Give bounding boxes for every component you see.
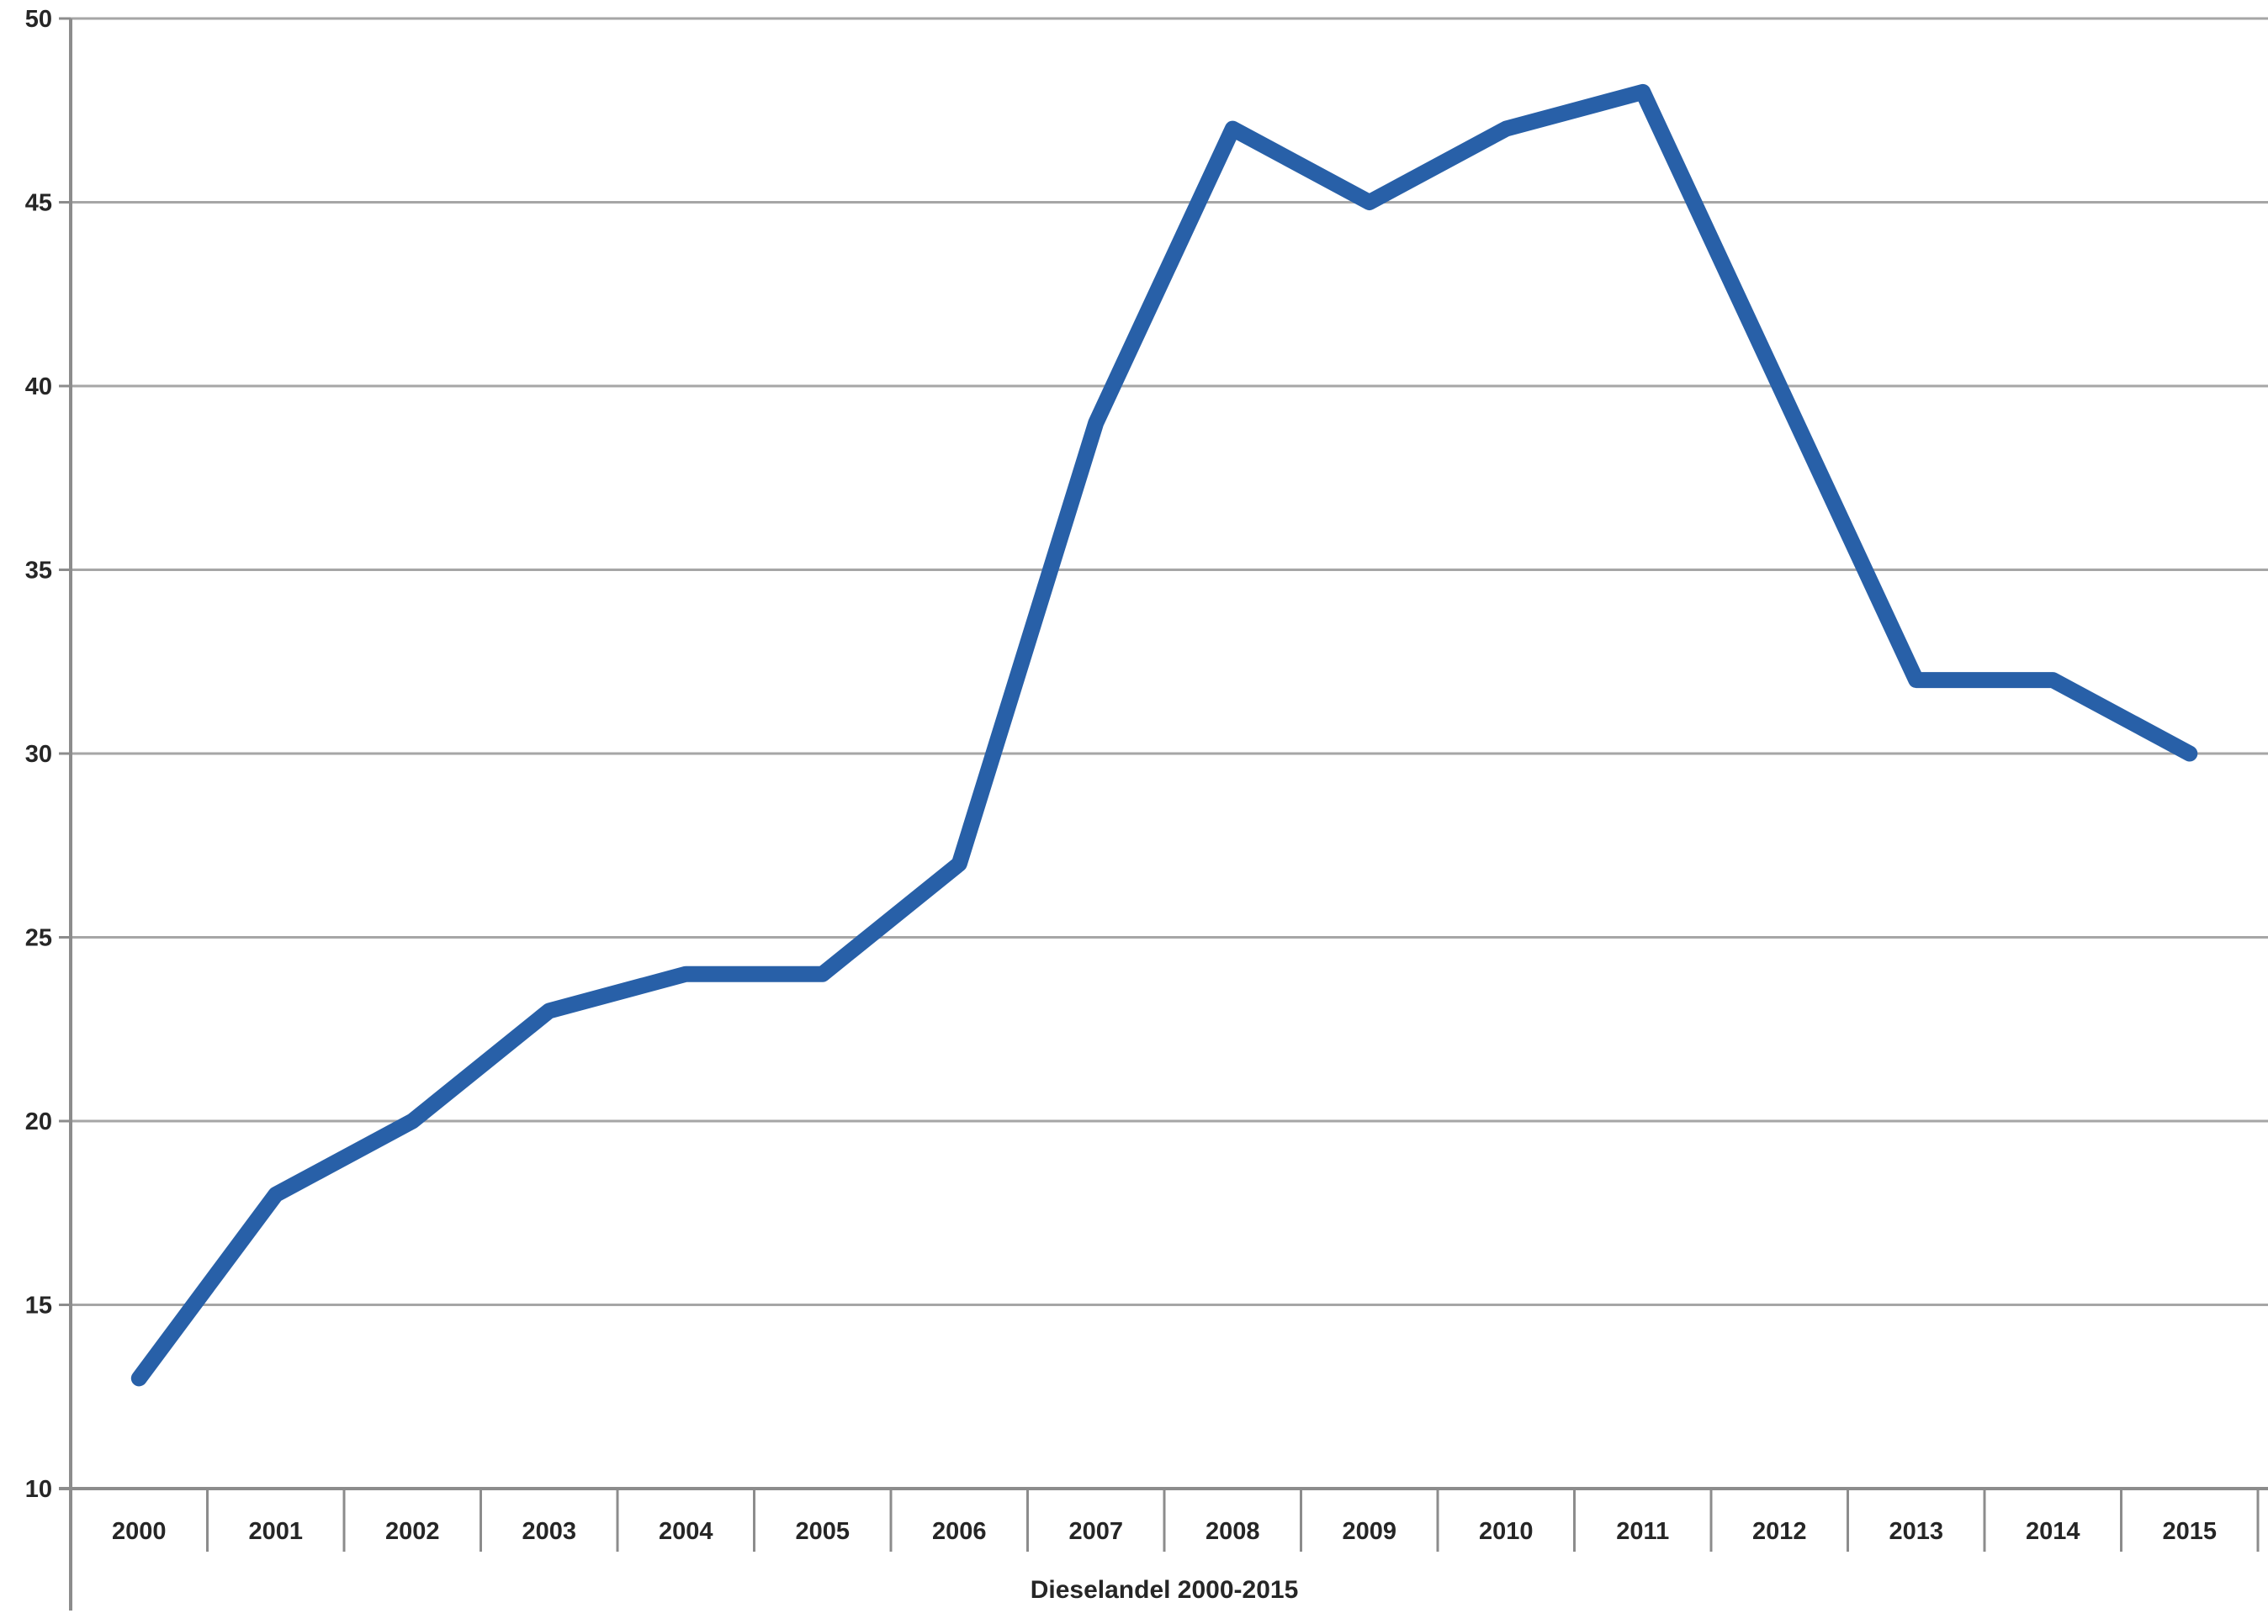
x-axis-label: 2013 bbox=[1889, 1518, 1943, 1545]
x-axis-label: 2004 bbox=[659, 1518, 713, 1545]
x-axis-label: 2006 bbox=[932, 1518, 987, 1545]
x-axis-label: 2005 bbox=[795, 1518, 850, 1545]
data-line-series bbox=[130, 83, 2198, 1387]
y-axis-label: 25 bbox=[25, 925, 52, 952]
y-axis-label: 20 bbox=[25, 1108, 52, 1135]
x-axis-label: 2009 bbox=[1342, 1518, 1396, 1545]
y-axis-label: 10 bbox=[25, 1476, 52, 1503]
y-axis-label: 40 bbox=[25, 373, 52, 400]
x-axis-label: 2007 bbox=[1068, 1518, 1123, 1545]
x-axis-label: 2001 bbox=[248, 1518, 303, 1545]
x-axis-label: 2008 bbox=[1206, 1518, 1260, 1545]
x-axis-label: 2000 bbox=[112, 1518, 167, 1545]
x-axis-label: 2002 bbox=[385, 1518, 440, 1545]
chart-title: Dieselandel 2000-2015 bbox=[1031, 1576, 1299, 1604]
x-axis-label: 2003 bbox=[522, 1518, 576, 1545]
y-axis-label: 15 bbox=[25, 1293, 52, 1320]
x-axis-label: 2014 bbox=[2026, 1518, 2080, 1545]
x-axis-label: 2010 bbox=[1479, 1518, 1534, 1545]
y-axis-label: 30 bbox=[25, 741, 52, 768]
x-axis-label: 2012 bbox=[1752, 1518, 1807, 1545]
y-axis-label: 45 bbox=[25, 190, 52, 217]
y-axis-label: 35 bbox=[25, 558, 52, 585]
x-axis-label: 2015 bbox=[2162, 1518, 2217, 1545]
x-axis-label: 2011 bbox=[1616, 1518, 1669, 1545]
y-axis-label: 50 bbox=[25, 6, 52, 33]
